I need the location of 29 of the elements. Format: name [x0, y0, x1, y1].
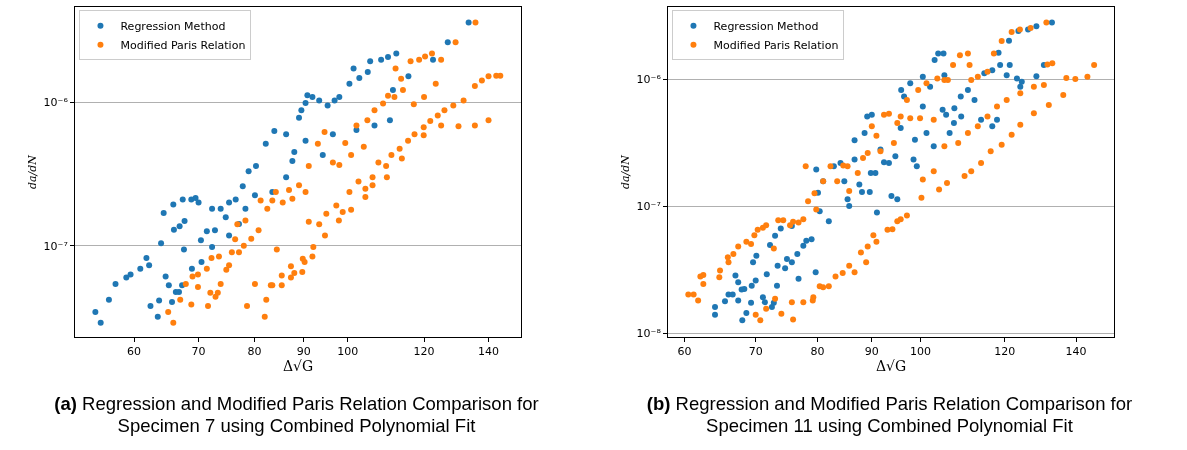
x-tick-label: 100 — [910, 345, 932, 359]
legend-label: Regression Method — [713, 20, 819, 34]
text: (b) Regression and Modified Paris Relation Comparison for Specimen 11 using Combined Polynomial Fit — [646, 393, 1133, 436]
x-tick-label: 120 — [413, 345, 435, 359]
x-tick-label: 70 — [748, 345, 763, 359]
y-tick-label: 10⁻⁷ — [636, 199, 661, 213]
x-tick-label: 80 — [247, 345, 262, 359]
y-axis-title: da/dN — [26, 154, 40, 189]
x-tick-label: 60 — [677, 345, 692, 359]
x-tick-label: 60 — [127, 345, 142, 359]
x-tick-label: 90 — [864, 345, 879, 359]
x-tick-label: 70 — [191, 345, 206, 359]
legend-label: Modified Paris Relation — [120, 39, 246, 53]
y-tick-label: 10⁻⁸ — [636, 326, 662, 340]
legend-label: Modified Paris Relation — [713, 39, 839, 53]
text: (a) Regression and Modified Paris Relation Comparison for Specimen 7 using Combined Polynomial Fit — [54, 393, 539, 436]
y-axis-title: da/dN — [619, 154, 633, 189]
x-tick-label: 80 — [810, 345, 825, 359]
x-tick-label: 100 — [337, 345, 359, 359]
y-tick-label: 10⁻⁶ — [636, 72, 662, 86]
x-tick-label: 90 — [296, 345, 311, 359]
x-tick-label: 120 — [994, 345, 1016, 359]
x-tick-label: 140 — [1065, 345, 1087, 359]
x-axis-title: Δ√G — [875, 358, 907, 375]
y-tick-label: 10⁻⁷ — [43, 239, 68, 253]
legend-label: Regression Method — [120, 20, 226, 34]
x-axis-title: Δ√G — [282, 358, 314, 375]
x-tick-label: 140 — [478, 345, 500, 359]
y-tick-label: 10⁻⁶ — [43, 96, 69, 110]
